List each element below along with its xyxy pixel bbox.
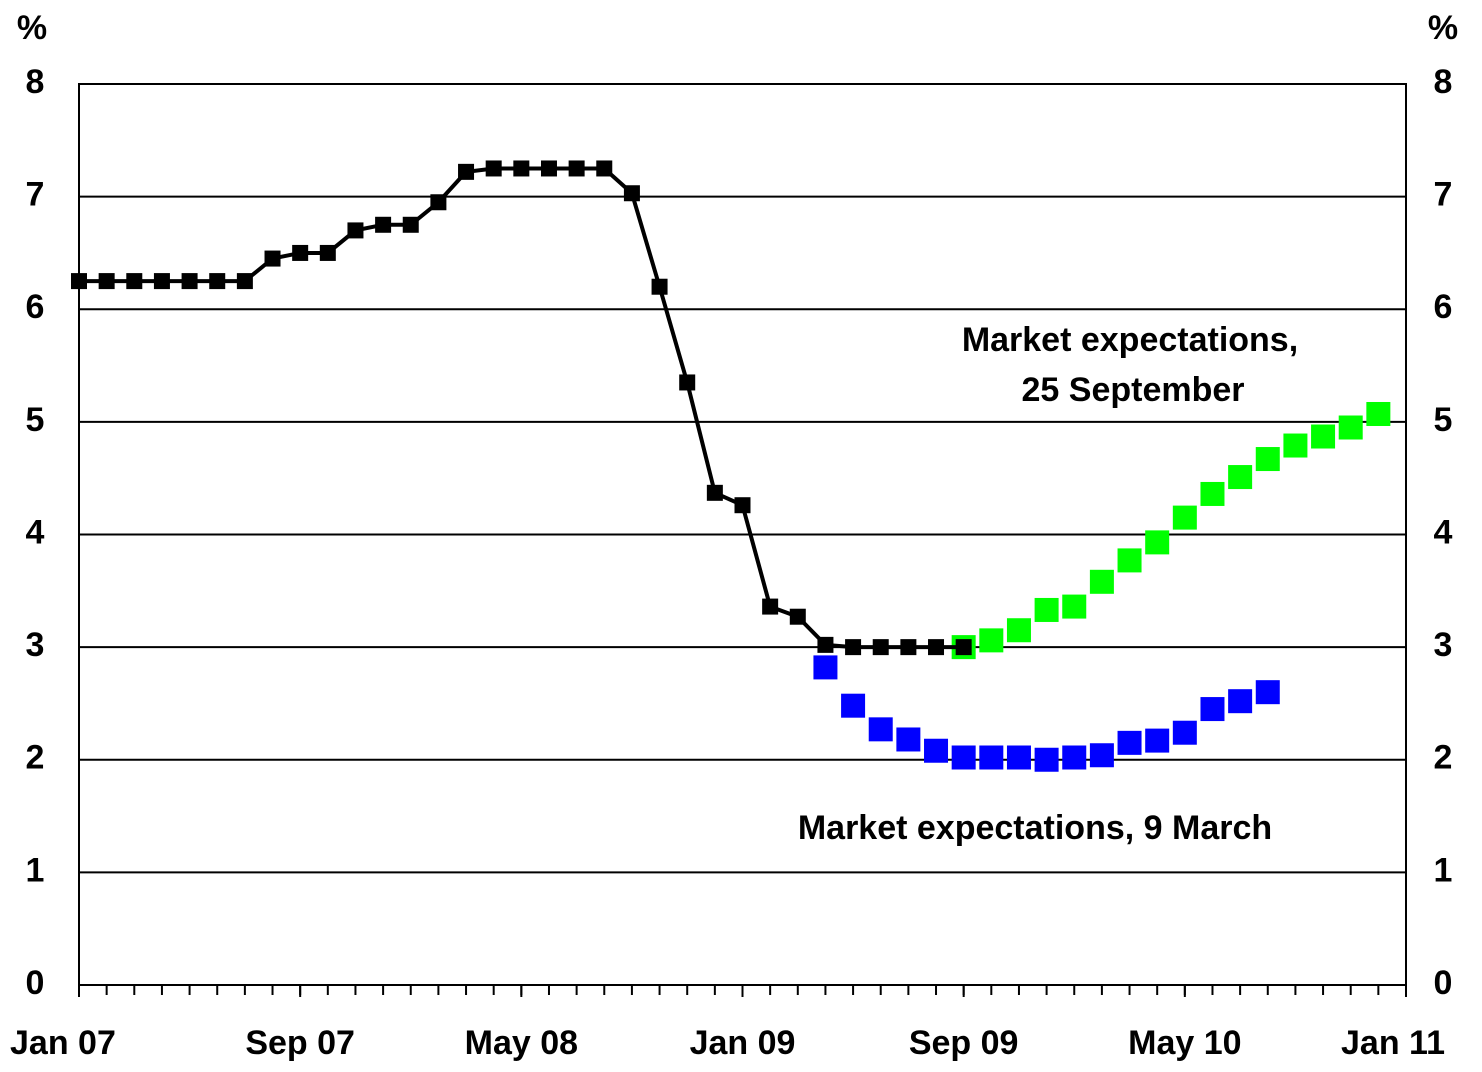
marker [734, 497, 751, 514]
marker [458, 163, 475, 180]
marker [924, 738, 949, 763]
marker [651, 278, 668, 295]
marker [71, 273, 87, 290]
marker [1311, 424, 1336, 449]
marker [1283, 433, 1308, 458]
x-tick-label: Sep 09 [909, 1024, 1019, 1062]
marker [900, 639, 917, 656]
y-tick-label: 2 [26, 739, 45, 777]
marker [375, 216, 392, 233]
y-tick-label: 1 [26, 851, 45, 889]
marker [1200, 481, 1225, 506]
marker [1255, 447, 1280, 472]
marker [896, 727, 921, 752]
y2-tick-label: 7 [1434, 176, 1453, 214]
marker [1089, 569, 1114, 594]
y2-tick-label: 6 [1434, 288, 1453, 326]
marker [1006, 745, 1031, 770]
y2-tick-label: 3 [1434, 626, 1453, 664]
marker [928, 639, 945, 656]
marker [485, 160, 502, 177]
marker [817, 636, 834, 653]
marker [319, 244, 336, 261]
y-tick-label: 6 [26, 288, 45, 326]
marker [1089, 743, 1114, 768]
annotation: Market expectations, [962, 321, 1298, 359]
marker [347, 222, 364, 239]
marker [955, 639, 972, 656]
series-line [79, 166, 964, 650]
marker [264, 250, 281, 267]
marker [153, 273, 170, 290]
marker [292, 244, 309, 261]
marker [98, 273, 115, 290]
marker [236, 273, 253, 290]
y-tick-label: 0 [26, 964, 45, 1002]
marker [1062, 594, 1087, 619]
x-tick-label: May 10 [1128, 1024, 1241, 1062]
marker [979, 745, 1004, 770]
marker [1145, 728, 1170, 753]
y-tick-label: 3 [26, 626, 45, 664]
marker [1200, 697, 1225, 722]
marker [513, 160, 530, 177]
y2-tick-label: 1 [1434, 851, 1453, 889]
y-tick-label: 8 [26, 63, 45, 101]
marker [126, 273, 143, 290]
x-tick-label: Jan 07 [10, 1024, 116, 1062]
marker [841, 693, 866, 718]
marker [1228, 465, 1253, 490]
y-tick-label: 5 [26, 401, 45, 439]
marker [1034, 597, 1059, 622]
marker [181, 273, 198, 290]
marker [540, 160, 557, 177]
y2-tick-label: 8 [1434, 63, 1453, 101]
y2-axis-label: % [1428, 9, 1458, 47]
marker [1255, 680, 1280, 705]
marker [430, 194, 447, 211]
y-axis-label: % [17, 9, 47, 47]
x-tick-label: Sep 07 [245, 1024, 355, 1062]
y2-tick-label: 5 [1434, 401, 1453, 439]
marker [979, 628, 1004, 653]
marker [1034, 747, 1059, 772]
x-tick-label: Jan 09 [690, 1024, 796, 1062]
marker [1006, 618, 1031, 643]
marker [209, 273, 226, 290]
annotation: 25 September [1022, 371, 1245, 409]
marker [872, 639, 889, 656]
x-tick-label: Jan 11 [1341, 1024, 1445, 1062]
marker [1338, 415, 1363, 440]
marker [402, 216, 419, 233]
marker [1145, 530, 1170, 555]
marker [623, 185, 640, 202]
marker [1117, 730, 1142, 755]
marker [789, 608, 806, 625]
marker [868, 717, 893, 742]
marker [1228, 689, 1253, 714]
marker [1366, 401, 1391, 426]
marker [813, 655, 838, 680]
marker [1062, 745, 1087, 770]
x-tick-label: May 08 [465, 1024, 578, 1062]
marker [762, 598, 779, 615]
y2-tick-label: 4 [1434, 513, 1453, 551]
marker [1172, 720, 1197, 745]
marker [596, 160, 613, 177]
marker [951, 745, 976, 770]
marker [679, 374, 696, 391]
marker [845, 639, 862, 656]
y2-tick-label: 0 [1434, 964, 1453, 1002]
y-tick-label: 7 [26, 176, 45, 214]
y-tick-label: 4 [26, 513, 45, 551]
annotation: Market expectations, 9 March [798, 809, 1272, 847]
marker [568, 160, 585, 177]
marker [1117, 548, 1142, 573]
marker [1172, 505, 1197, 530]
y2-tick-label: 2 [1434, 739, 1453, 777]
marker [706, 484, 723, 501]
